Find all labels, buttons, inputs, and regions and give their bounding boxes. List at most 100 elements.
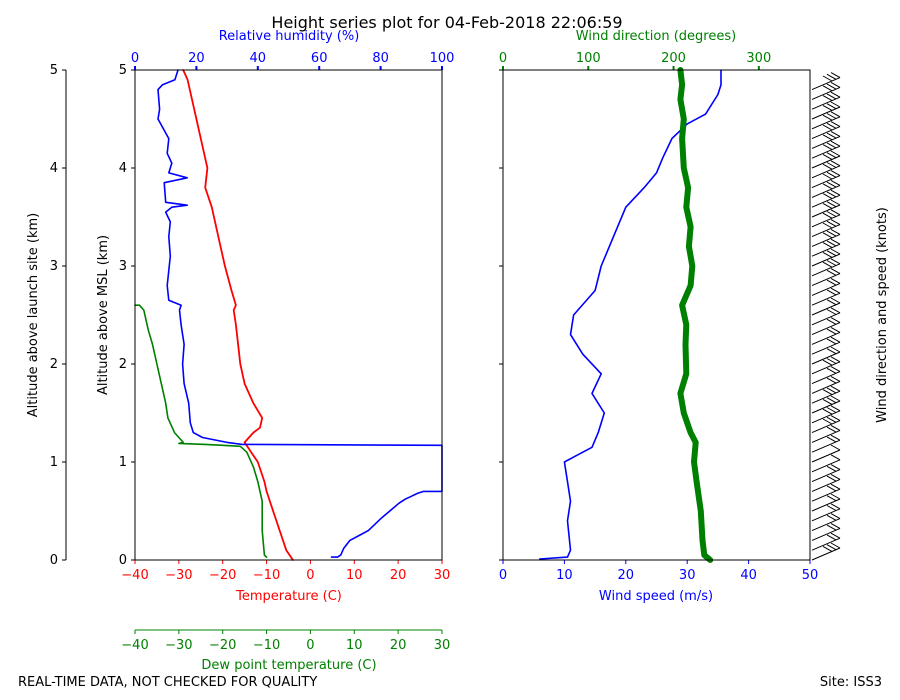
wind-barb-staff [811,518,841,532]
wind-barb-staff [811,214,841,228]
wind-barb-staff [811,469,841,483]
wind-barb-staff [811,233,841,247]
tick-label: 30 [434,568,451,583]
tick-label: 4 [119,161,127,176]
tick-label: 10 [346,638,363,653]
tick-label: 10 [556,568,573,583]
wind-barb-feather [826,250,837,257]
left-altitude-axis: 0 1 2 3 4 5 [50,63,67,568]
tick-label: 80 [372,51,389,66]
series-humidity-line [157,69,443,558]
wind-barb-feather [826,426,837,433]
wind-barb-feather [822,359,833,366]
wind-barb-feather [826,505,837,511]
wind-barb-feather [826,162,837,168]
tick-label: 0 [50,553,58,568]
wind-barb-feather [822,124,833,131]
wind-direction-axis: 0 100 200 300 [499,51,810,71]
wind-barb-feather [830,130,841,137]
series-wind_speed-line [538,69,722,560]
wind-barb-feather [826,299,837,306]
footer-quality-note: REAL-TIME DATA, NOT CHECKED FOR QUALITY [18,675,317,690]
wind-barb-feather [826,113,837,119]
wind-barb-staff [811,194,841,208]
tick-label: 50 [802,568,819,583]
wind-barb-feather [826,407,837,413]
wind-barb-feather [830,121,841,128]
series-temperature-line [182,69,294,561]
wind-barb-staff [811,77,841,91]
wind-barb-staff [811,331,841,345]
wind-barb-staff [811,312,841,326]
temperature-axis-label: Temperature (C) [235,589,342,604]
wind-barb-feather [830,493,841,500]
tick-label: 40 [250,51,267,66]
tick-label: 5 [50,63,58,78]
wind-barb-staff [811,145,841,159]
wind-barb-feather [830,297,841,304]
wind-barb-staff [811,96,841,110]
wind-barb-feather [830,170,841,177]
wind-barb-feather [830,346,841,353]
wind-barb-feather [826,495,837,502]
wind-barb-feather [822,183,833,190]
wind-barb-feather [830,277,841,284]
tick-label: 0 [499,568,507,583]
wind-barb-feather [830,454,841,461]
tick-label: 0 [306,568,314,583]
wind-barb-feather [830,140,841,147]
wind-barb-staff [811,282,841,296]
wind-barb-staff [811,547,841,561]
wind-barb-feather [826,220,837,227]
tick-label: 20 [390,638,407,653]
wind-barb-feather [822,398,833,405]
tick-label: 2 [50,357,58,372]
wind-barb-staff [811,135,841,149]
wind-barb-feather [822,95,833,102]
wind-barb-feather [826,103,837,110]
wind-barb-feather [822,153,833,160]
wind-barb-feather [830,317,841,324]
wind-barb-feather [826,338,837,345]
wind-barb-feather [822,85,833,92]
wind-barb-feather [826,367,837,374]
wind-barb-feather [822,75,833,82]
wind-barb-feather [826,152,837,159]
wind-barb-feather [830,248,841,255]
wind-speed-axis: 0 10 20 30 40 50 [499,559,819,583]
wind-barb-feather [830,415,841,422]
wind-barb-feather [826,534,837,541]
wind-barb-staff [811,390,841,404]
tick-label: 60 [311,51,328,66]
wind-barb-feather [830,464,841,471]
wind-barb-feather [826,387,837,394]
wind-barb-staff [811,410,841,424]
wind-barb-staff [811,86,841,100]
tick-label: −30 [165,568,192,583]
wind-barb-staff [811,253,841,267]
tick-label: 300 [746,51,771,66]
wind-barb-feather [826,83,837,90]
wind-barb-feather [830,111,841,118]
tick-label: −40 [121,638,148,653]
wind-barb-feather [826,132,837,139]
wind-barb-staff [811,302,841,316]
wind-barb-feather [830,228,841,235]
wind-barb-staff [811,351,841,365]
wind-barb-feather [830,219,841,226]
wind-barb-feather [830,395,841,402]
wind-barb-feather [830,101,841,108]
wind-barb-staff [811,527,841,541]
wind-barb-feather [830,336,841,343]
footer-site: Site: ISS3 [820,675,882,690]
wind-barb-feather [826,436,837,443]
tick-label: −20 [209,638,236,653]
wind-barb-feather [822,134,833,141]
wind-barb-feather [830,160,841,167]
wind-barb-feather [822,173,833,180]
tick-label: 0 [499,51,507,66]
wind-barb-feather [830,532,841,539]
wind-barb-feather [826,397,837,404]
tick-label: 100 [576,51,601,66]
series-dewpoint-line [134,304,268,558]
